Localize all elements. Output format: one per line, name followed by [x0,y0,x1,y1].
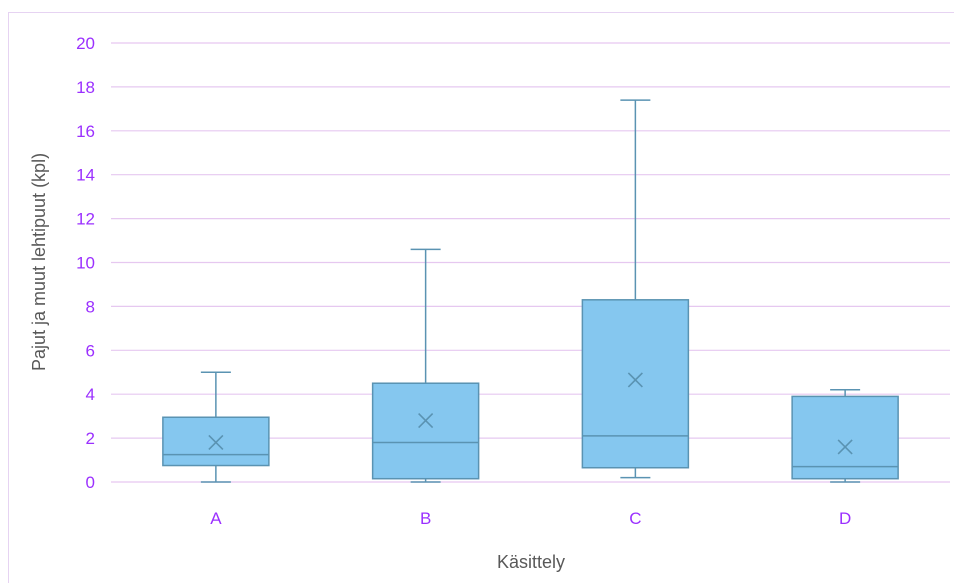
x-tick-label: A [210,509,222,528]
mean-marker [837,439,853,455]
y-tick-label: 2 [86,429,95,448]
y-tick-label: 10 [76,254,95,273]
box-C [581,99,690,479]
y-tick-label: 8 [86,297,95,316]
iqr-box [371,382,480,480]
y-tick-label: 20 [76,34,95,53]
box-D [791,389,899,483]
box-B [371,248,480,483]
iqr-box [791,395,899,480]
mean-marker [208,434,224,451]
y-tick-label: 6 [86,341,95,360]
x-tick-label: C [629,509,641,528]
y-axis-label: Pajut ja muut lehtipuut (kpl) [29,153,49,371]
mean-marker [418,412,434,429]
y-tick-label: 14 [76,166,95,185]
x-axis-ticks: A B C D [210,509,851,528]
y-tick-label: 18 [76,78,95,97]
box-series [162,99,899,483]
chart-frame [8,12,954,583]
mean-marker [627,372,643,388]
gridlines [111,42,950,483]
y-tick-label: 0 [86,473,95,492]
x-tick-label: D [839,509,851,528]
y-tick-label: 4 [86,385,95,404]
y-tick-label: 12 [76,210,95,229]
x-tick-label: B [420,509,431,528]
iqr-box [581,299,690,469]
y-tick-label: 16 [76,122,95,141]
box-A [162,371,270,483]
y-axis-ticks: 0 2 4 6 8 10 12 14 16 18 20 [76,34,95,492]
x-axis-label: Käsittely [497,552,565,572]
